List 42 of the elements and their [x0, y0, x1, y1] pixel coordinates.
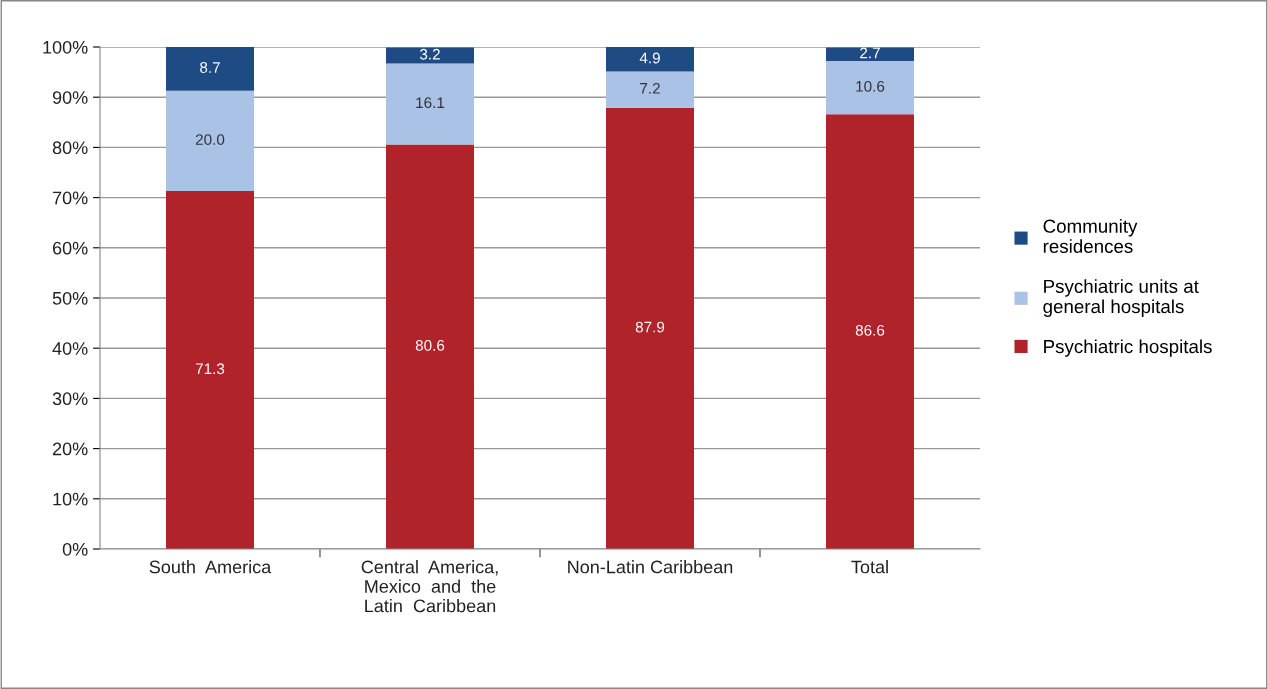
data-label: 7.2: [640, 82, 660, 94]
legend-label: Psychiatric hospitals: [1044, 339, 1212, 357]
bar: [606, 107, 694, 549]
y-tick-label: 50%: [52, 291, 88, 305]
data-label: 80.6: [415, 339, 445, 351]
x-tick-label: South America: [149, 560, 272, 574]
bar: [606, 47, 694, 72]
data-label: 4.9: [639, 52, 660, 64]
x-tick-label: Total: [851, 560, 888, 574]
data-label: 8.7: [200, 62, 220, 73]
legend-label: Community residences: [1043, 219, 1138, 254]
bar: [386, 144, 474, 549]
bar: [826, 61, 914, 115]
y-tick-label: 100%: [43, 40, 88, 54]
y-tick-label: 10%: [53, 492, 88, 506]
y-tick-label: 40%: [52, 342, 88, 355]
x-tick-label: Non-Latin Caribbean: [568, 560, 733, 574]
y-tick-label: 60%: [52, 241, 88, 255]
data-label: 20.0: [195, 134, 225, 145]
y-tick-label: 0%: [62, 542, 88, 556]
y-tick-label: 70%: [52, 191, 88, 205]
data-label: 3.2: [419, 48, 440, 60]
x-tick-label: Central America, Mexico and the Latin Caribbean: [361, 560, 498, 613]
bar: [386, 63, 474, 145]
bar: [826, 47, 914, 62]
y-tick-label: 20%: [52, 442, 88, 456]
data-label: 16.1: [416, 97, 445, 109]
bar: [606, 71, 694, 108]
legend-label: Psychiatric units at general hospitals: [1043, 279, 1199, 317]
data-label: 71.3: [195, 363, 225, 375]
y-tick-label: 30%: [52, 392, 88, 406]
data-label: 86.6: [855, 324, 885, 336]
bar: [166, 47, 254, 91]
bar: [386, 47, 474, 64]
y-tick-label: 80%: [52, 141, 88, 155]
bar: [166, 191, 254, 549]
data-label: 87.9: [635, 321, 665, 333]
y-tick-label: 90%: [52, 91, 88, 104]
data-label: 10.6: [856, 80, 885, 92]
bar: [826, 114, 914, 549]
bar: [166, 90, 254, 192]
data-label: 2.7: [860, 47, 880, 59]
